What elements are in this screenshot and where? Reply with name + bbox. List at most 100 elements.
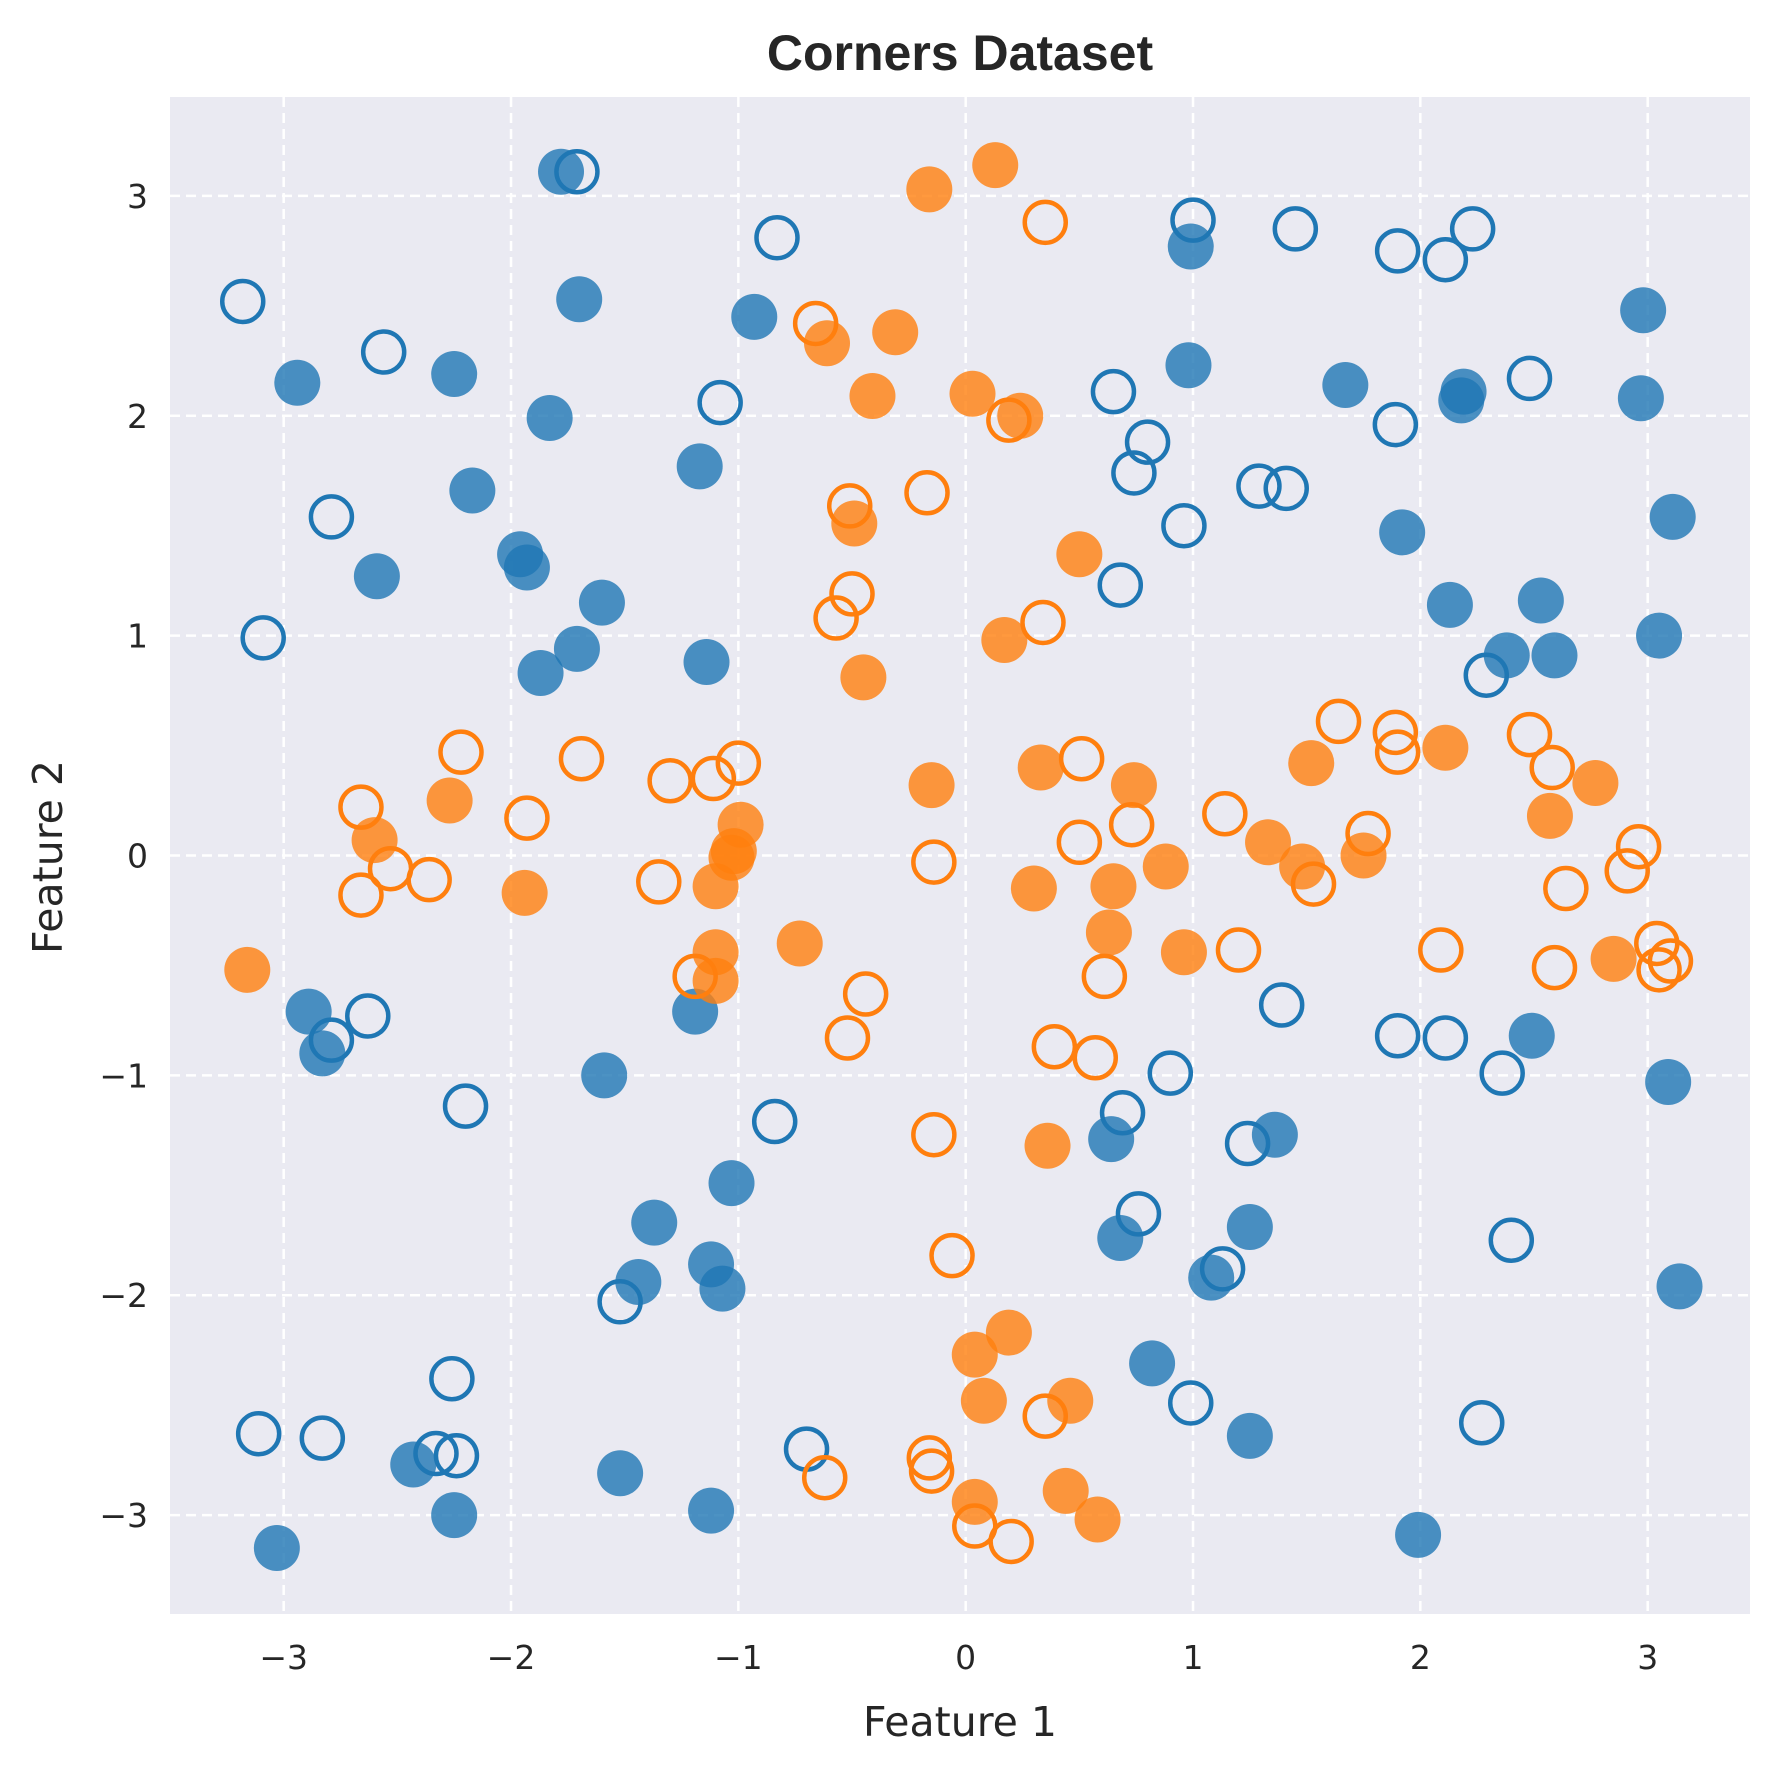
blue-open-point — [1422, 1015, 1469, 1061]
blue-open-point — [240, 615, 286, 661]
blue-filled-point — [390, 1441, 437, 1488]
orange-filled-point — [997, 392, 1044, 439]
orange-open-point — [636, 859, 682, 905]
blue-open-point — [413, 1430, 459, 1477]
orange-filled-point — [776, 920, 823, 967]
blue-open-point — [299, 1415, 346, 1461]
blue-filled-point — [1322, 362, 1369, 409]
y-tick-label: −1 — [99, 1056, 148, 1095]
orange-filled-point — [831, 500, 878, 547]
blue-open-point — [442, 1083, 489, 1129]
orange-filled-point — [849, 373, 896, 420]
blue-filled-point — [631, 1199, 678, 1246]
x-tick-label: −1 — [714, 1638, 763, 1677]
blue-filled-point — [699, 1265, 746, 1312]
orange-filled-point — [908, 762, 955, 809]
orange-filled-point — [1526, 792, 1573, 839]
orange-filled-point — [1110, 762, 1157, 809]
orange-open-point — [988, 1518, 1034, 1565]
blue-open-point — [1374, 1013, 1421, 1059]
blue-filled-point — [1226, 1412, 1273, 1459]
y-tick-label: 0 — [127, 837, 148, 876]
orange-open-point — [842, 971, 889, 1017]
orange-open-point — [904, 469, 950, 516]
orange-filled-point — [981, 617, 1028, 664]
blue-filled-point — [1426, 581, 1473, 628]
blue-open-point — [360, 329, 407, 375]
blue-open-point — [345, 993, 391, 1039]
blue-filled-point — [1617, 375, 1664, 422]
y-tick-label: 1 — [127, 617, 148, 656]
blue-filled-point — [1129, 1340, 1176, 1387]
orange-open-point — [801, 1454, 848, 1501]
y-axis-label: Feature 2 — [24, 760, 72, 954]
orange-open-point — [1372, 709, 1419, 756]
blue-open-point — [751, 1098, 798, 1145]
orange-open-point — [338, 872, 384, 918]
orange-open-point — [1081, 953, 1128, 1000]
orange-filled-point — [501, 869, 548, 916]
orange-filled-point — [872, 309, 919, 356]
blue-open-point — [1422, 236, 1469, 283]
y-tick-label: 2 — [127, 397, 148, 436]
orange-open-point — [929, 1232, 975, 1279]
blue-open-point — [1099, 1089, 1146, 1136]
blue-filled-point — [517, 650, 564, 697]
blue-filled-point — [1636, 612, 1683, 659]
orange-open-point — [824, 1015, 871, 1061]
orange-open-point — [558, 736, 605, 782]
blue-open-point — [1124, 419, 1171, 465]
orange-open-point — [1056, 819, 1103, 866]
orange-open-point — [1202, 790, 1248, 837]
blue-filled-point — [1649, 493, 1696, 540]
orange-open-point — [1215, 927, 1262, 973]
blue-open-point — [1449, 206, 1496, 252]
blue-open-point — [1199, 1246, 1246, 1292]
blue-open-point — [1506, 355, 1553, 402]
orange-open-point — [911, 1111, 957, 1158]
blue-open-point — [429, 1356, 475, 1402]
x-tick-label: 1 — [1183, 1638, 1204, 1677]
blue-filled-point — [1438, 377, 1485, 424]
blue-open-point — [1458, 1399, 1505, 1446]
blue-open-point — [1111, 450, 1157, 496]
orange-open-point — [1072, 1035, 1119, 1081]
blue-open-point — [1167, 1380, 1214, 1426]
points-layer — [219, 142, 1703, 1572]
orange-open-point — [647, 757, 693, 804]
orange-filled-point — [1245, 819, 1292, 866]
orange-open-point — [986, 397, 1032, 443]
orange-filled-point — [1288, 740, 1335, 787]
orange-filled-point — [1572, 759, 1619, 806]
blue-open-point — [554, 149, 600, 195]
orange-filled-point — [985, 1309, 1032, 1356]
orange-open-point — [1531, 944, 1578, 991]
blue-filled-point — [676, 443, 723, 490]
blue-open-point — [697, 379, 743, 426]
blue-open-point — [1115, 1191, 1162, 1237]
blue-filled-point — [1531, 632, 1578, 679]
blue-filled-point — [615, 1259, 662, 1306]
blue-filled-point — [683, 639, 730, 686]
orange-open-point — [715, 740, 762, 786]
y-tick-label: −3 — [99, 1496, 148, 1535]
blue-open-point — [754, 214, 800, 261]
orange-open-point — [1108, 801, 1155, 848]
orange-open-point — [1022, 1393, 1069, 1439]
blue-filled-point — [1088, 1116, 1135, 1163]
orange-filled-point — [1085, 909, 1132, 956]
x-tick-labels: −3 −2 −1 0 1 2 3 — [259, 1638, 1658, 1677]
x-axis-label: Feature 1 — [863, 1698, 1057, 1746]
orange-filled-point — [951, 1331, 998, 1378]
blue-filled-point — [708, 1160, 755, 1207]
orange-open-point — [338, 784, 384, 830]
orange-filled-point — [972, 142, 1019, 189]
orange-open-point — [813, 595, 859, 641]
orange-open-point — [690, 755, 737, 802]
orange-open-point — [1315, 698, 1362, 745]
blue-open-point — [1372, 401, 1419, 448]
orange-open-point — [1418, 927, 1464, 973]
orange-open-point — [406, 856, 452, 903]
orange-filled-point — [1056, 531, 1103, 578]
